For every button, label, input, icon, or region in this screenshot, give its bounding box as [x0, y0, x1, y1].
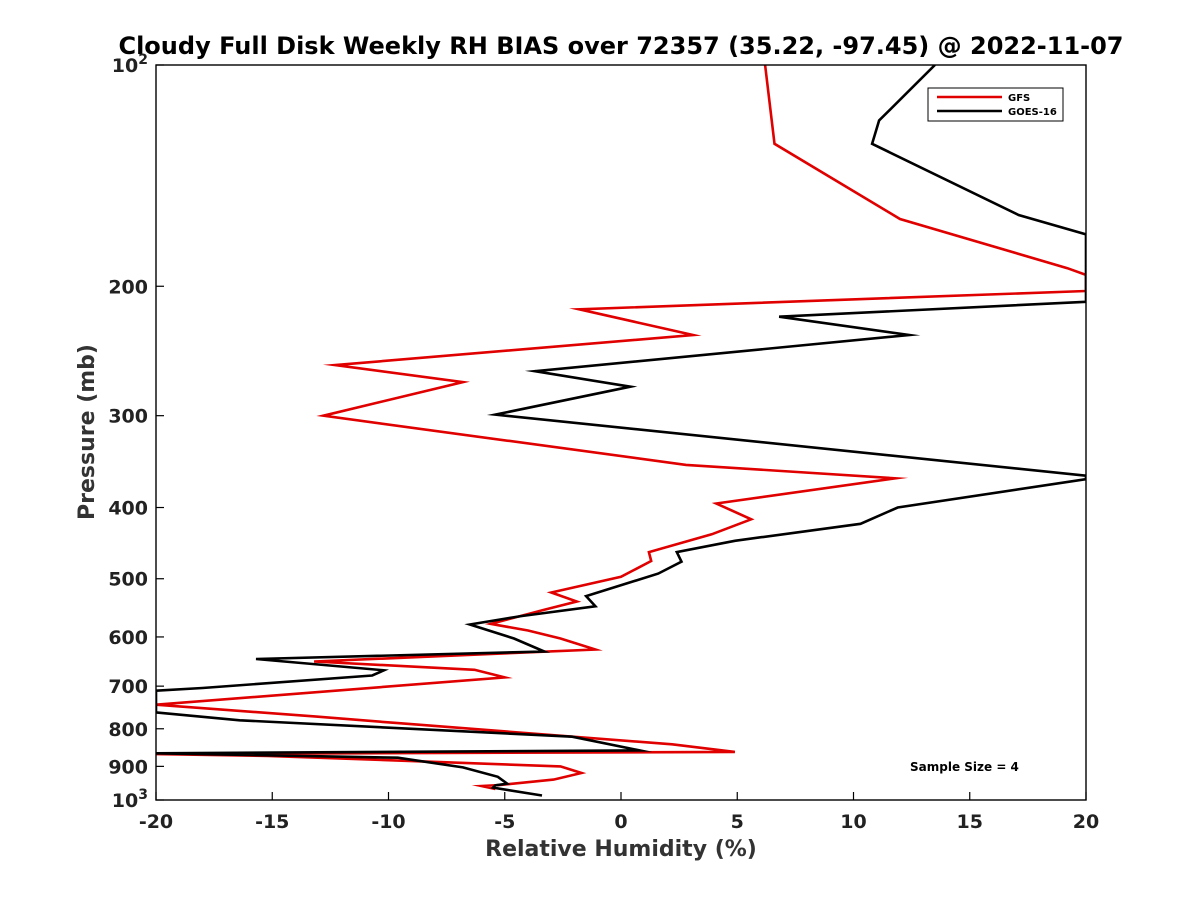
- x-tick-label: 15: [957, 811, 983, 833]
- x-tick-label: -20: [139, 811, 173, 833]
- x-tick-label: 0: [614, 811, 627, 833]
- series-layer: [156, 65, 1086, 797]
- series-line-goes16: [156, 65, 1086, 797]
- y-tick-label: 102: [112, 52, 148, 77]
- y-tick-label: 800: [108, 719, 148, 741]
- legend-label-gfs: GFS: [1008, 93, 1030, 104]
- y-tick-label: 300: [108, 406, 148, 428]
- y-tick-label: 500: [108, 569, 148, 591]
- y-tick-label: 103: [112, 787, 148, 812]
- y-tick-label: 400: [108, 498, 148, 520]
- y-axis-label: Pressure (mb): [75, 344, 100, 520]
- sample-size-annotation: Sample Size = 4: [910, 760, 1019, 774]
- x-axis-ticks: -20 -15 -10 -5 0 5 10 15 20: [139, 792, 1099, 833]
- x-tick-label: -10: [371, 811, 405, 833]
- legend: GFS GOES-16: [927, 87, 1064, 122]
- y-axis-ticks: 102 200 300 400 500 600 700 800 900 103: [108, 52, 164, 812]
- y-tick-label: 600: [108, 627, 148, 649]
- x-axis-label: Relative Humidity (%): [485, 837, 757, 862]
- legend-label-goes16: GOES-16: [1008, 107, 1057, 118]
- x-tick-label: -5: [494, 811, 515, 833]
- y-tick-label: 700: [108, 676, 148, 698]
- y-tick-label: 200: [108, 276, 148, 298]
- x-tick-label: 5: [731, 811, 744, 833]
- x-tick-label: 10: [840, 811, 866, 833]
- y-tick-label: 900: [108, 756, 148, 778]
- x-tick-label: -15: [255, 811, 289, 833]
- legend-box: [927, 87, 1064, 122]
- chart-title: Cloudy Full Disk Weekly RH BIAS over 723…: [118, 32, 1123, 60]
- x-tick-label: 20: [1073, 811, 1099, 833]
